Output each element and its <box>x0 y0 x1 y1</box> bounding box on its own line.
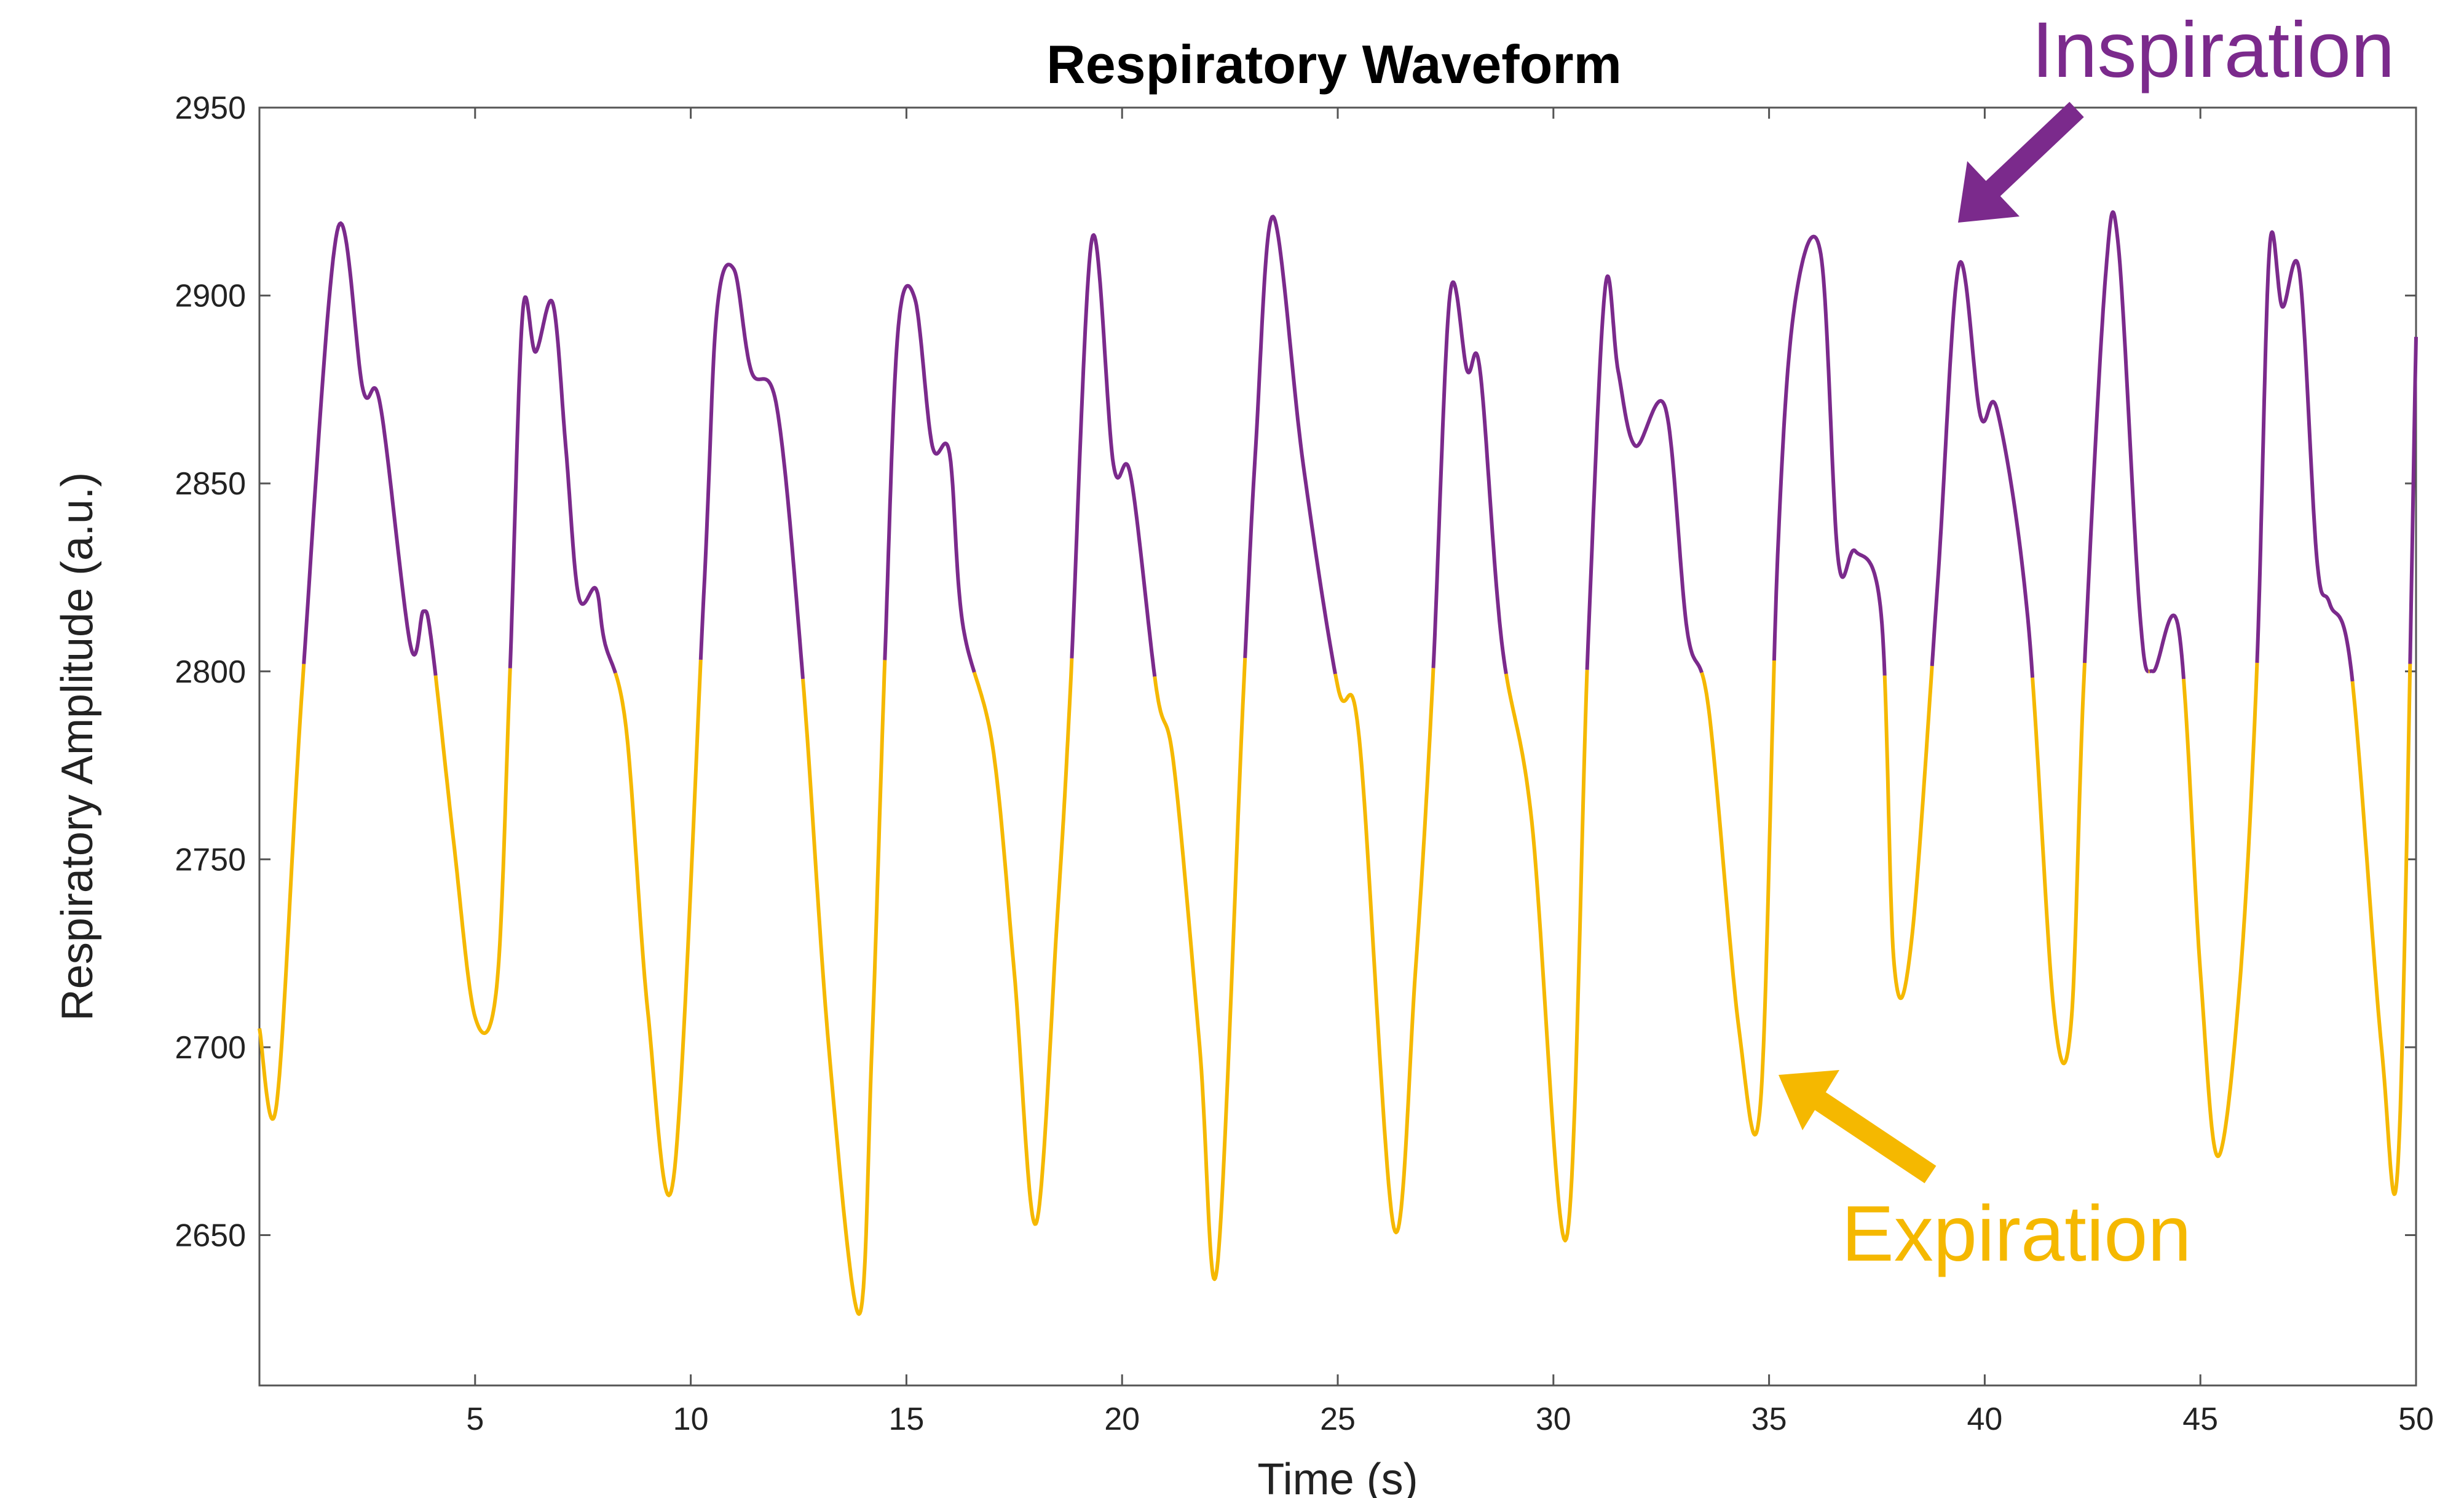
inspiration-segment <box>1431 280 1508 675</box>
inspiration-label: Inspiration <box>2032 6 2395 94</box>
expiration-segment <box>614 659 703 1197</box>
x-tick-label: 45 <box>2182 1401 2218 1437</box>
inspiration-segment <box>1070 233 1157 677</box>
inspiration-segment <box>2255 230 2355 682</box>
inspiration-segment <box>2408 336 2418 664</box>
x-axis-label: Time (s) <box>1257 1455 1418 1498</box>
y-tick-label: 2700 <box>175 1030 246 1066</box>
x-tick-label: 10 <box>673 1401 709 1437</box>
waveform-series <box>258 210 2418 1316</box>
y-tick-label: 2850 <box>175 466 246 502</box>
x-tick-label: 50 <box>2398 1401 2434 1437</box>
inspiration-segment <box>1585 274 1704 673</box>
inspiration-segment <box>1772 234 1887 676</box>
y-axis-label: Respiratory Amplitude (a.u.) <box>53 472 102 1021</box>
inspiration-annotation: Inspiration <box>1958 6 2395 223</box>
expiration-segment <box>2182 662 2259 1159</box>
expiration-segment <box>258 664 306 1121</box>
axis-ticks <box>259 106 2417 1385</box>
expiration-segment <box>433 668 512 1036</box>
inspiration-segment <box>2148 613 2186 680</box>
expiration-segment <box>2031 662 2087 1066</box>
inspiration-arrow-head <box>1958 161 2020 223</box>
expiration-arrow <box>1814 1092 1937 1184</box>
x-tick-label: 20 <box>1104 1401 1140 1437</box>
inspiration-segment <box>508 295 617 674</box>
chart-title: Respiratory Waveform <box>1046 34 1622 95</box>
x-tick-label: 30 <box>1536 1401 1571 1437</box>
y-tick-label: 2650 <box>175 1218 246 1254</box>
y-tick-label: 2800 <box>175 654 246 690</box>
x-tick-label: 25 <box>1320 1401 1356 1437</box>
expiration-segment <box>972 658 1074 1226</box>
expiration-arrow-head <box>1779 1070 1839 1130</box>
y-tick-labels: 2650 2700 2750 2800 2850 2900 2950 <box>175 90 246 1254</box>
y-tick-label: 2950 <box>175 90 246 126</box>
inspiration-segment <box>883 283 976 673</box>
y-tick-label: 2750 <box>175 842 246 878</box>
expiration-segment <box>1504 670 1589 1243</box>
x-tick-label: 35 <box>1751 1401 1787 1437</box>
x-tick-label: 15 <box>888 1401 924 1437</box>
expiration-segment <box>1153 657 1247 1282</box>
inspiration-segment <box>1930 260 2035 678</box>
expiration-segment <box>1700 660 1776 1137</box>
expiration-segment <box>801 660 887 1316</box>
expiration-segment <box>1882 665 1934 1001</box>
inspiration-segment <box>2083 210 2150 673</box>
expiration-segment <box>1333 668 1435 1235</box>
expiration-label: Expiration <box>1841 1190 2191 1278</box>
expiration-annotation: Expiration <box>1779 1070 2192 1278</box>
x-tick-label: 40 <box>1967 1401 2002 1437</box>
x-tick-labels: 5 10 15 20 25 30 35 40 45 50 <box>466 1401 2434 1437</box>
inspiration-arrow <box>1978 101 2084 204</box>
x-tick-label: 5 <box>466 1401 484 1437</box>
inspiration-segment <box>302 221 438 676</box>
inspiration-segment <box>1243 215 1337 675</box>
y-tick-label: 2900 <box>175 279 246 314</box>
inspiration-segment <box>698 263 805 680</box>
expiration-segment <box>2350 664 2412 1196</box>
